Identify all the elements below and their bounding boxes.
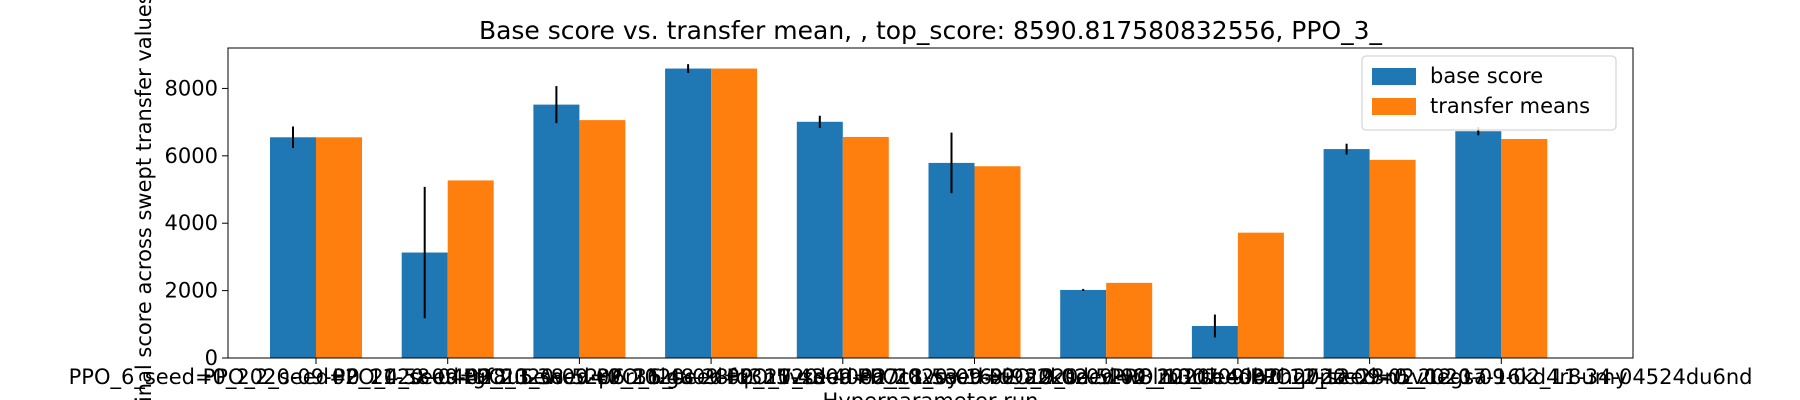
x-tick-label: PPO_10_seed=0_2020-09-02_12-17-16kd4r8um… [1112, 365, 1628, 390]
x-tick-label: PPO_4_seed=0_2020-09-02_11-48-28fq3n5vzd [333, 365, 826, 390]
base-score-bar [533, 104, 580, 358]
base-score-bar [1060, 289, 1107, 358]
legend-frame [1361, 55, 1617, 131]
x-tick-label: PPO_7_seed=0_2020-09-02_12-02-52w8lm3rtb [726, 365, 1222, 390]
x-tick-label: PPO_5_seed=0_2020-09-02_11-53-16xi9a2k0d [597, 365, 1089, 390]
base-score-bar [270, 137, 316, 358]
base-score-bar [1323, 149, 1370, 358]
x-tick-label: PPO_3_seed=0_2020-09-02_11-43-40eo7c1vsy [463, 365, 958, 390]
base-score-bar [796, 121, 843, 358]
transfer-mean-bar [579, 120, 626, 358]
x-axis-label: Hyperparameter run [823, 389, 1039, 400]
bars-layer [270, 68, 1548, 358]
transfer-mean-bar [316, 137, 362, 358]
transfer-mean-bar [1501, 138, 1548, 358]
x-tick-label: PPO_1_seed=0_2020-09-02_11-34-04524du6nd [1250, 365, 1752, 390]
legend-label: transfer means [1430, 94, 1590, 118]
y-tick-label: 8000 [165, 76, 218, 100]
x-tick-label: PPO_9_seed=0_2020-09-02_12-12-28n5v0egsa [989, 365, 1487, 390]
y-axis-label: Final score across swept transfer values [132, 0, 156, 400]
x-tick-label: PPO_6_seed=0_2020-09-02_11-58-04tgf8u5ew [69, 365, 564, 390]
transfer-mean-bar [842, 136, 889, 358]
transfer-mean-bar [974, 166, 1021, 358]
x-tick-label: PPO_2_seed=0_2020-09-02_11-38-52p6r36lgu [203, 365, 693, 390]
y-tick-label: 6000 [165, 144, 218, 168]
plot-area-frame [227, 47, 1634, 359]
y-tick-label: 4000 [165, 211, 218, 235]
transfer-mean-bar [711, 68, 758, 358]
transfer-mean-bar [1369, 159, 1416, 358]
legend-swatch-base-score [1372, 68, 1416, 85]
legend-label: base score [1430, 64, 1543, 88]
legend: base score transfer means [1361, 55, 1617, 131]
base-score-bar [665, 68, 712, 358]
x-axis: PPO_6_seed=0_2020-09-02_11-58-04tgf8u5ew… [69, 358, 1752, 390]
x-tick-label: PPO_8_seed=0_2020-09-02_12-07-40b1hq7pzc [857, 365, 1355, 390]
base-score-bar [928, 162, 975, 358]
transfer-mean-bar [1237, 232, 1284, 358]
y-axis: 0 2000 4000 6000 8000 [165, 76, 228, 370]
base-score-bar [1455, 131, 1502, 358]
transfer-mean-bar [447, 180, 494, 358]
legend-swatch-transfer-means [1372, 98, 1416, 115]
y-tick-label: 0 [205, 346, 218, 370]
y-tick-label: 2000 [165, 279, 218, 303]
chart-title: Base score vs. transfer mean, , top_scor… [479, 16, 1383, 45]
error-bars-layer [292, 64, 1480, 338]
transfer-mean-bar [1106, 282, 1153, 358]
